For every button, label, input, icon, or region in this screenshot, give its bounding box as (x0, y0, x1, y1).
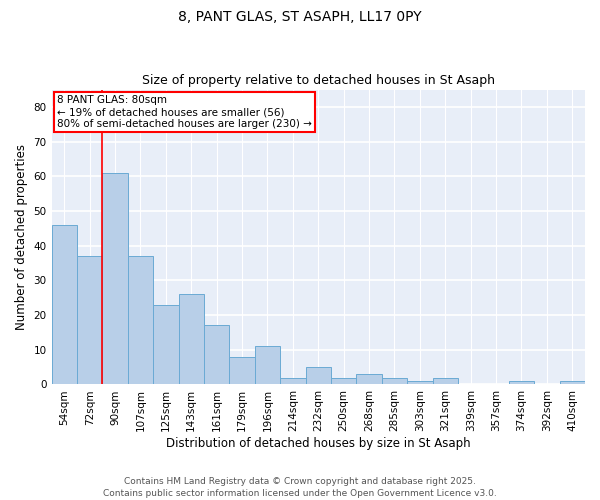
X-axis label: Distribution of detached houses by size in St Asaph: Distribution of detached houses by size … (166, 437, 470, 450)
Bar (305, 367, 331, 384)
Bar (331, 378, 356, 384)
Bar (407, 381, 433, 384)
Bar (52, 225, 77, 384)
Bar (433, 378, 458, 384)
Text: 8, PANT GLAS, ST ASAPH, LL17 0PY: 8, PANT GLAS, ST ASAPH, LL17 0PY (178, 10, 422, 24)
Bar (356, 374, 382, 384)
Bar (179, 294, 204, 384)
Bar (509, 381, 534, 384)
Bar (560, 381, 585, 384)
Bar (128, 256, 153, 384)
Bar (204, 326, 229, 384)
Y-axis label: Number of detached properties: Number of detached properties (15, 144, 28, 330)
Bar (77, 256, 103, 384)
Text: Contains HM Land Registry data © Crown copyright and database right 2025.
Contai: Contains HM Land Registry data © Crown c… (103, 476, 497, 498)
Bar (382, 378, 407, 384)
Title: Size of property relative to detached houses in St Asaph: Size of property relative to detached ho… (142, 74, 495, 87)
Bar (103, 173, 128, 384)
Text: 8 PANT GLAS: 80sqm
← 19% of detached houses are smaller (56)
80% of semi-detache: 8 PANT GLAS: 80sqm ← 19% of detached hou… (57, 96, 312, 128)
Bar (280, 378, 305, 384)
Bar (153, 304, 179, 384)
Bar (229, 356, 255, 384)
Bar (255, 346, 280, 385)
